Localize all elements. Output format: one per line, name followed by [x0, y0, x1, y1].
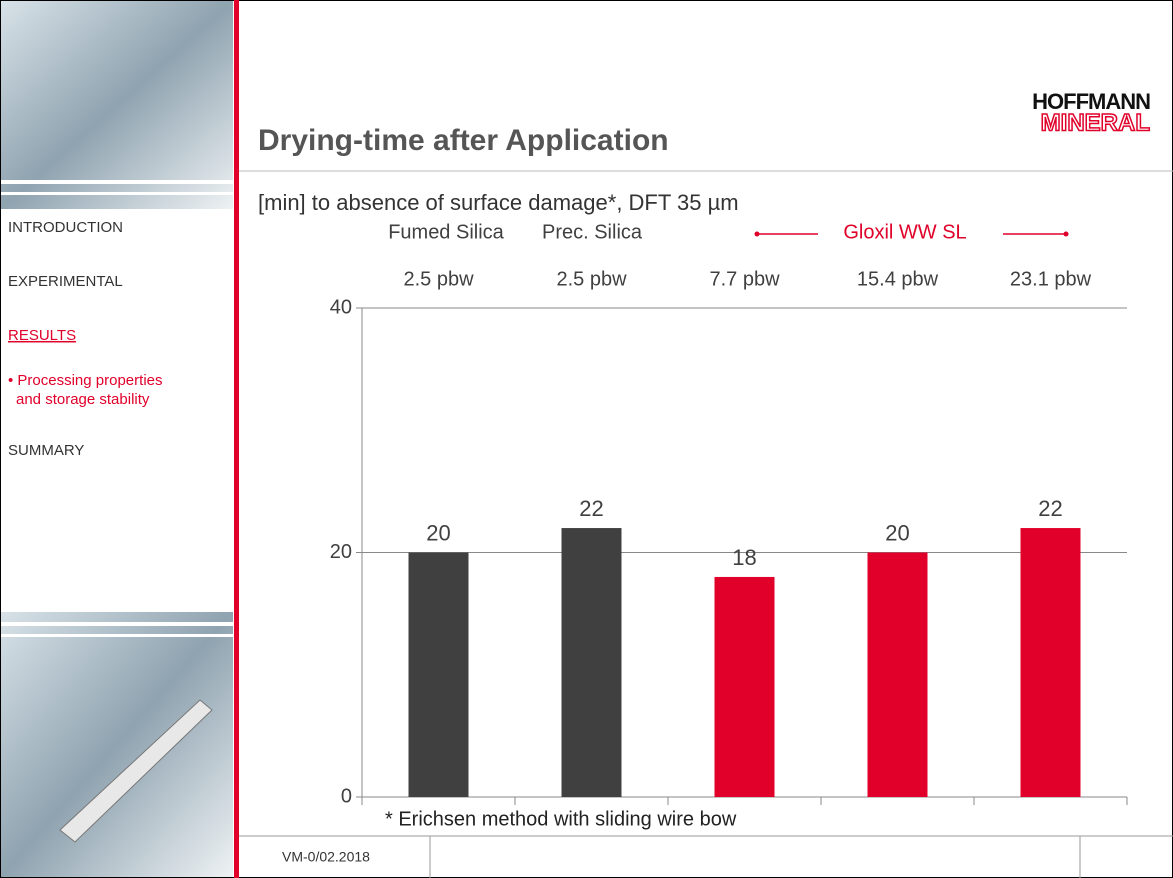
value-label: 20 — [885, 520, 909, 545]
nav-item[interactable]: INTRODUCTION — [8, 219, 123, 236]
category-label: 23.1 pbw — [1010, 268, 1092, 290]
sidebar-image-bottom — [1, 612, 233, 877]
footer-code: VM-0/02.2018 — [282, 849, 370, 865]
nav-item[interactable]: RESULTS — [8, 327, 76, 344]
bar — [409, 553, 469, 798]
nav-subitem[interactable]: and storage stability — [16, 391, 150, 408]
y-tick-label: 0 — [341, 785, 352, 807]
bar — [1021, 528, 1081, 797]
group-label: Fumed Silica — [388, 221, 504, 243]
footnote: * Erichsen method with sliding wire bow — [385, 808, 737, 830]
value-label: 20 — [426, 520, 450, 545]
group-bracket-end — [1064, 232, 1069, 237]
group-label: Gloxil WW SL — [843, 221, 966, 243]
nav-item[interactable]: SUMMARY — [8, 442, 84, 459]
y-tick-label: 20 — [330, 541, 352, 563]
bar — [868, 553, 928, 798]
value-label: 22 — [1038, 496, 1062, 521]
slide: INTRODUCTION EXPERIMENTAL RESULTS • Proc… — [0, 0, 1173, 878]
sidebar-image-top — [1, 1, 233, 209]
bar — [562, 528, 622, 797]
logo: MINERAL — [1041, 109, 1150, 136]
value-label: 18 — [732, 545, 756, 570]
subtitle: [min] to absence of surface damage*, DFT… — [258, 190, 739, 215]
category-label: 15.4 pbw — [857, 268, 939, 290]
stripe — [1, 180, 233, 184]
group-label: Prec. Silica — [542, 221, 643, 243]
stripe — [1, 622, 233, 626]
value-label: 22 — [579, 496, 603, 521]
stripe — [1, 634, 233, 637]
category-label: 2.5 pbw — [403, 268, 474, 290]
y-tick-label: 40 — [330, 296, 352, 318]
group-bracket-end — [755, 232, 760, 237]
title: Drying-time after Application — [258, 124, 669, 157]
red-rule — [234, 0, 239, 878]
category-label: 2.5 pbw — [556, 268, 627, 290]
stripe — [1, 192, 233, 195]
nav-item[interactable]: EXPERIMENTAL — [8, 273, 123, 290]
nav-subitem[interactable]: • Processing properties — [8, 372, 163, 389]
category-label: 7.7 pbw — [709, 268, 780, 290]
bar — [715, 577, 775, 797]
